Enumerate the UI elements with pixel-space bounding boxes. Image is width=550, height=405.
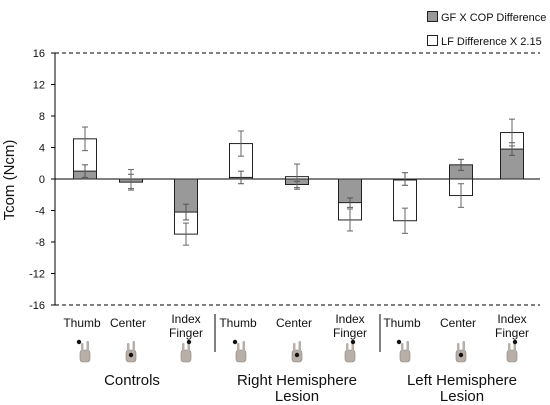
hand-finger [132, 341, 135, 351]
category-label: Thumb [383, 316, 421, 330]
legend-label-gf: GF X COP Difference [441, 12, 547, 24]
hand-icon-center [291, 341, 303, 363]
hand-palm [235, 349, 247, 363]
hand-icon-thumb [232, 339, 247, 363]
group-label: Right Hemisphere [237, 372, 357, 389]
category-label: Center [276, 316, 312, 330]
hand-icon-thumb [76, 339, 91, 363]
legend-label-lf: LF Difference X 2.15 [441, 36, 542, 48]
hand-finger [242, 341, 245, 351]
hand-finger [406, 341, 409, 351]
hand-palm [399, 349, 411, 363]
hand-finger [508, 343, 511, 351]
contact-marker [128, 352, 134, 358]
y-tick-label: -8 [35, 237, 45, 249]
error-bars [82, 118, 515, 246]
category-label: Index [171, 312, 200, 326]
y-tick-label: 8 [39, 111, 45, 123]
legend-swatch-lf [427, 35, 438, 46]
bars [73, 132, 524, 235]
hand-icon-center [125, 341, 137, 363]
contact-marker [232, 339, 238, 345]
hand-finger [127, 343, 130, 351]
hand-icon-index [180, 339, 192, 363]
legend-lf: LF Difference X 2.15 [427, 35, 542, 48]
hand-finger [293, 343, 296, 351]
hand-palm [344, 349, 356, 363]
category-label: Thumb [219, 316, 257, 330]
contact-marker [294, 352, 300, 358]
hand-finger [457, 343, 460, 351]
group-label: Left Hemisphere [407, 372, 517, 389]
y-axis-title: Tcom (Ncm) [1, 140, 18, 221]
contact-marker [396, 339, 402, 345]
reference-lines [55, 52, 540, 306]
hand-finger [182, 343, 185, 351]
contact-marker [76, 339, 82, 345]
category-label: Center [440, 316, 476, 330]
hand-finger [346, 343, 349, 351]
category-label: Index [335, 312, 364, 326]
group-label: Lesion [440, 388, 484, 405]
hand-finger [298, 341, 301, 351]
y-tick-label: 16 [33, 48, 45, 60]
hand-finger [401, 343, 404, 351]
hand-palm [506, 349, 518, 363]
category-label: Center [110, 316, 146, 330]
hand-finger [86, 341, 89, 351]
category-label: Finger [333, 326, 367, 340]
y-tick-label: 4 [39, 143, 45, 155]
y-tick-label: -4 [35, 206, 45, 218]
hand-icon-thumb [396, 339, 411, 363]
contact-marker [458, 352, 464, 358]
category-label: Finger [495, 326, 529, 340]
group-label: Lesion [275, 388, 319, 405]
legend-swatch-gf [427, 11, 438, 22]
hand-palm [180, 349, 192, 363]
contact-marker [350, 339, 356, 345]
hand-finger [462, 341, 465, 351]
y-tick-label: 0 [39, 174, 45, 186]
y-tick-label: -16 [29, 300, 45, 312]
category-label: Finger [169, 326, 203, 340]
hand-finger [81, 343, 84, 351]
category-label: Index [497, 312, 526, 326]
group-label: Controls [104, 372, 160, 389]
hand-icon-center [455, 341, 467, 363]
hand-icon-index [506, 339, 518, 363]
y-tick-label: -12 [29, 269, 45, 281]
contact-marker [186, 339, 192, 345]
hand-palm [79, 349, 91, 363]
hand-icon-index [344, 339, 356, 363]
y-tick-label: 12 [33, 80, 45, 92]
hand-finger [237, 343, 240, 351]
contact-marker [512, 339, 518, 345]
category-label: Thumb [63, 316, 101, 330]
legend-gf: GF X COP Difference [427, 11, 546, 24]
